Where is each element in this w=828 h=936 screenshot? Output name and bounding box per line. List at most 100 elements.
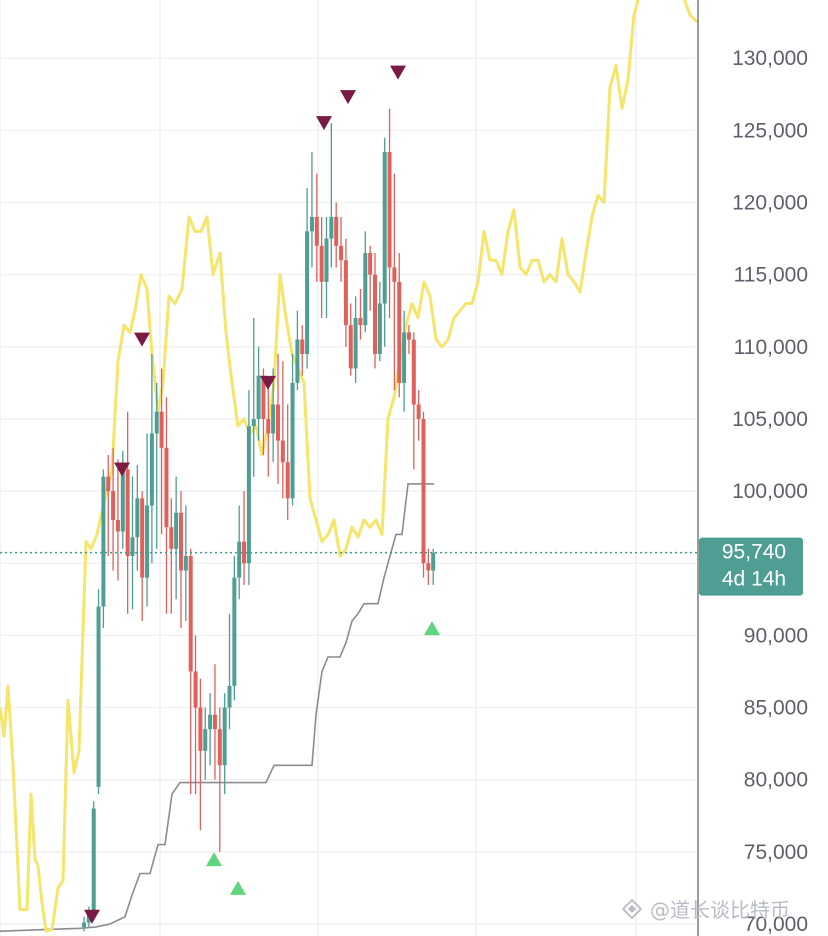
candle-35 [251, 317, 256, 477]
y-tick-label-110000: 110,000 [734, 336, 808, 359]
candle-body-51 [329, 216, 334, 239]
yellow-indicator-series [0, 0, 699, 933]
candle-body-38 [266, 418, 271, 434]
candle-body-18 [169, 527, 174, 549]
y-tick-label-100000: 100,000 [732, 480, 808, 503]
candle-body-11 [135, 498, 140, 538]
candle-12 [140, 491, 145, 621]
candle-17 [164, 397, 169, 614]
buy-marker-1 [230, 880, 246, 895]
candle-60 [373, 253, 377, 369]
candle-body-14 [149, 433, 154, 506]
y-tick-label-80000: 80,000 [744, 769, 808, 792]
y-tick-label-120000: 120,000 [732, 192, 808, 215]
candle-body-32 [237, 541, 242, 578]
candle-39 [271, 368, 276, 463]
sell-marker-0 [84, 909, 100, 924]
candle-body-23 [193, 671, 198, 708]
candle-4 [101, 469, 106, 629]
candle-body-30 [227, 685, 232, 708]
candle-57 [358, 289, 363, 340]
candle-11 [135, 465, 140, 571]
candle-62 [382, 137, 387, 347]
candle-body-39 [271, 404, 276, 434]
candle-68 [411, 332, 416, 470]
candle-body-62 [382, 151, 387, 304]
candle-2 [91, 801, 96, 920]
candle-body-50 [324, 238, 329, 282]
price-axis[interactable]: 70,000 75,000 80,000 85,000 90,000 100,000 105… [732, 47, 808, 936]
candle-16 [159, 368, 164, 535]
candle-14 [149, 354, 154, 564]
candle-body-33 [242, 541, 247, 564]
candle-body-52 [334, 216, 339, 246]
candle-5 [106, 455, 111, 557]
candle-body-17 [164, 447, 169, 528]
candle-49 [319, 216, 324, 318]
candle-0 [82, 916, 86, 932]
candle-40 [276, 354, 280, 484]
current-price-value: 95,740 [722, 541, 786, 564]
candle-body-31 [232, 577, 237, 686]
candle-65 [397, 253, 402, 398]
y-tick-label-105000: 105,000 [732, 408, 808, 431]
candle-56 [353, 296, 358, 383]
candle-body-35 [251, 418, 256, 427]
candle-body-10 [130, 537, 135, 557]
watermark-text: @道长谈比特币 [650, 898, 790, 922]
candle-body-68 [411, 339, 416, 405]
candle-countdown: 4d 14h [722, 568, 786, 591]
candle-37 [261, 368, 266, 456]
candle-51 [329, 123, 334, 268]
candle-body-46 [305, 231, 310, 355]
candle-46 [305, 188, 310, 369]
candle-53 [339, 216, 344, 282]
candle-25 [203, 707, 208, 780]
candle-body-19 [174, 512, 179, 549]
candle-body-4 [101, 476, 106, 607]
candle-body-12 [140, 498, 145, 578]
watermark: @道长谈比特币 [621, 898, 790, 922]
candle-7 [115, 459, 120, 581]
candle-21 [183, 505, 188, 621]
candle-body-49 [319, 245, 324, 282]
gray-line [0, 483, 434, 932]
candle-body-9 [125, 469, 130, 557]
candle-body-48 [314, 216, 319, 246]
candle-body-71 [426, 563, 431, 571]
candle-body-6 [111, 491, 116, 520]
candle-38 [266, 382, 271, 477]
y-tick-label-90000: 90,000 [744, 624, 808, 647]
candle-42 [285, 404, 290, 520]
candle-body-64 [392, 267, 397, 282]
candle-body-0 [82, 922, 86, 927]
candle-55 [348, 303, 353, 376]
candle-body-59 [368, 253, 373, 275]
candle-body-24 [198, 707, 203, 751]
sell-marker-3 [260, 375, 276, 390]
sell-marker-2 [134, 332, 150, 347]
candle-30 [227, 613, 232, 730]
candle-body-66 [402, 332, 407, 383]
candle-22 [188, 548, 193, 795]
candle-48 [314, 173, 319, 282]
candle-52 [334, 202, 339, 268]
candle-45 [300, 325, 305, 376]
y-tick-label-130000: 130,000 [732, 47, 808, 70]
candle-67 [406, 325, 411, 355]
candle-26 [208, 693, 213, 766]
candle-body-40 [276, 404, 280, 441]
candle-body-60 [373, 274, 377, 355]
candle-body-53 [339, 245, 344, 261]
candle-body-22 [188, 556, 193, 672]
candle-54 [343, 238, 348, 347]
candle-body-43 [290, 382, 295, 499]
candle-body-70 [421, 418, 426, 564]
candle-61 [377, 281, 382, 362]
candle-body-20 [179, 512, 183, 571]
candle-body-36 [256, 375, 261, 419]
sell-marker-5 [340, 90, 356, 105]
candle-body-37 [261, 375, 266, 419]
candle-23 [193, 635, 198, 795]
